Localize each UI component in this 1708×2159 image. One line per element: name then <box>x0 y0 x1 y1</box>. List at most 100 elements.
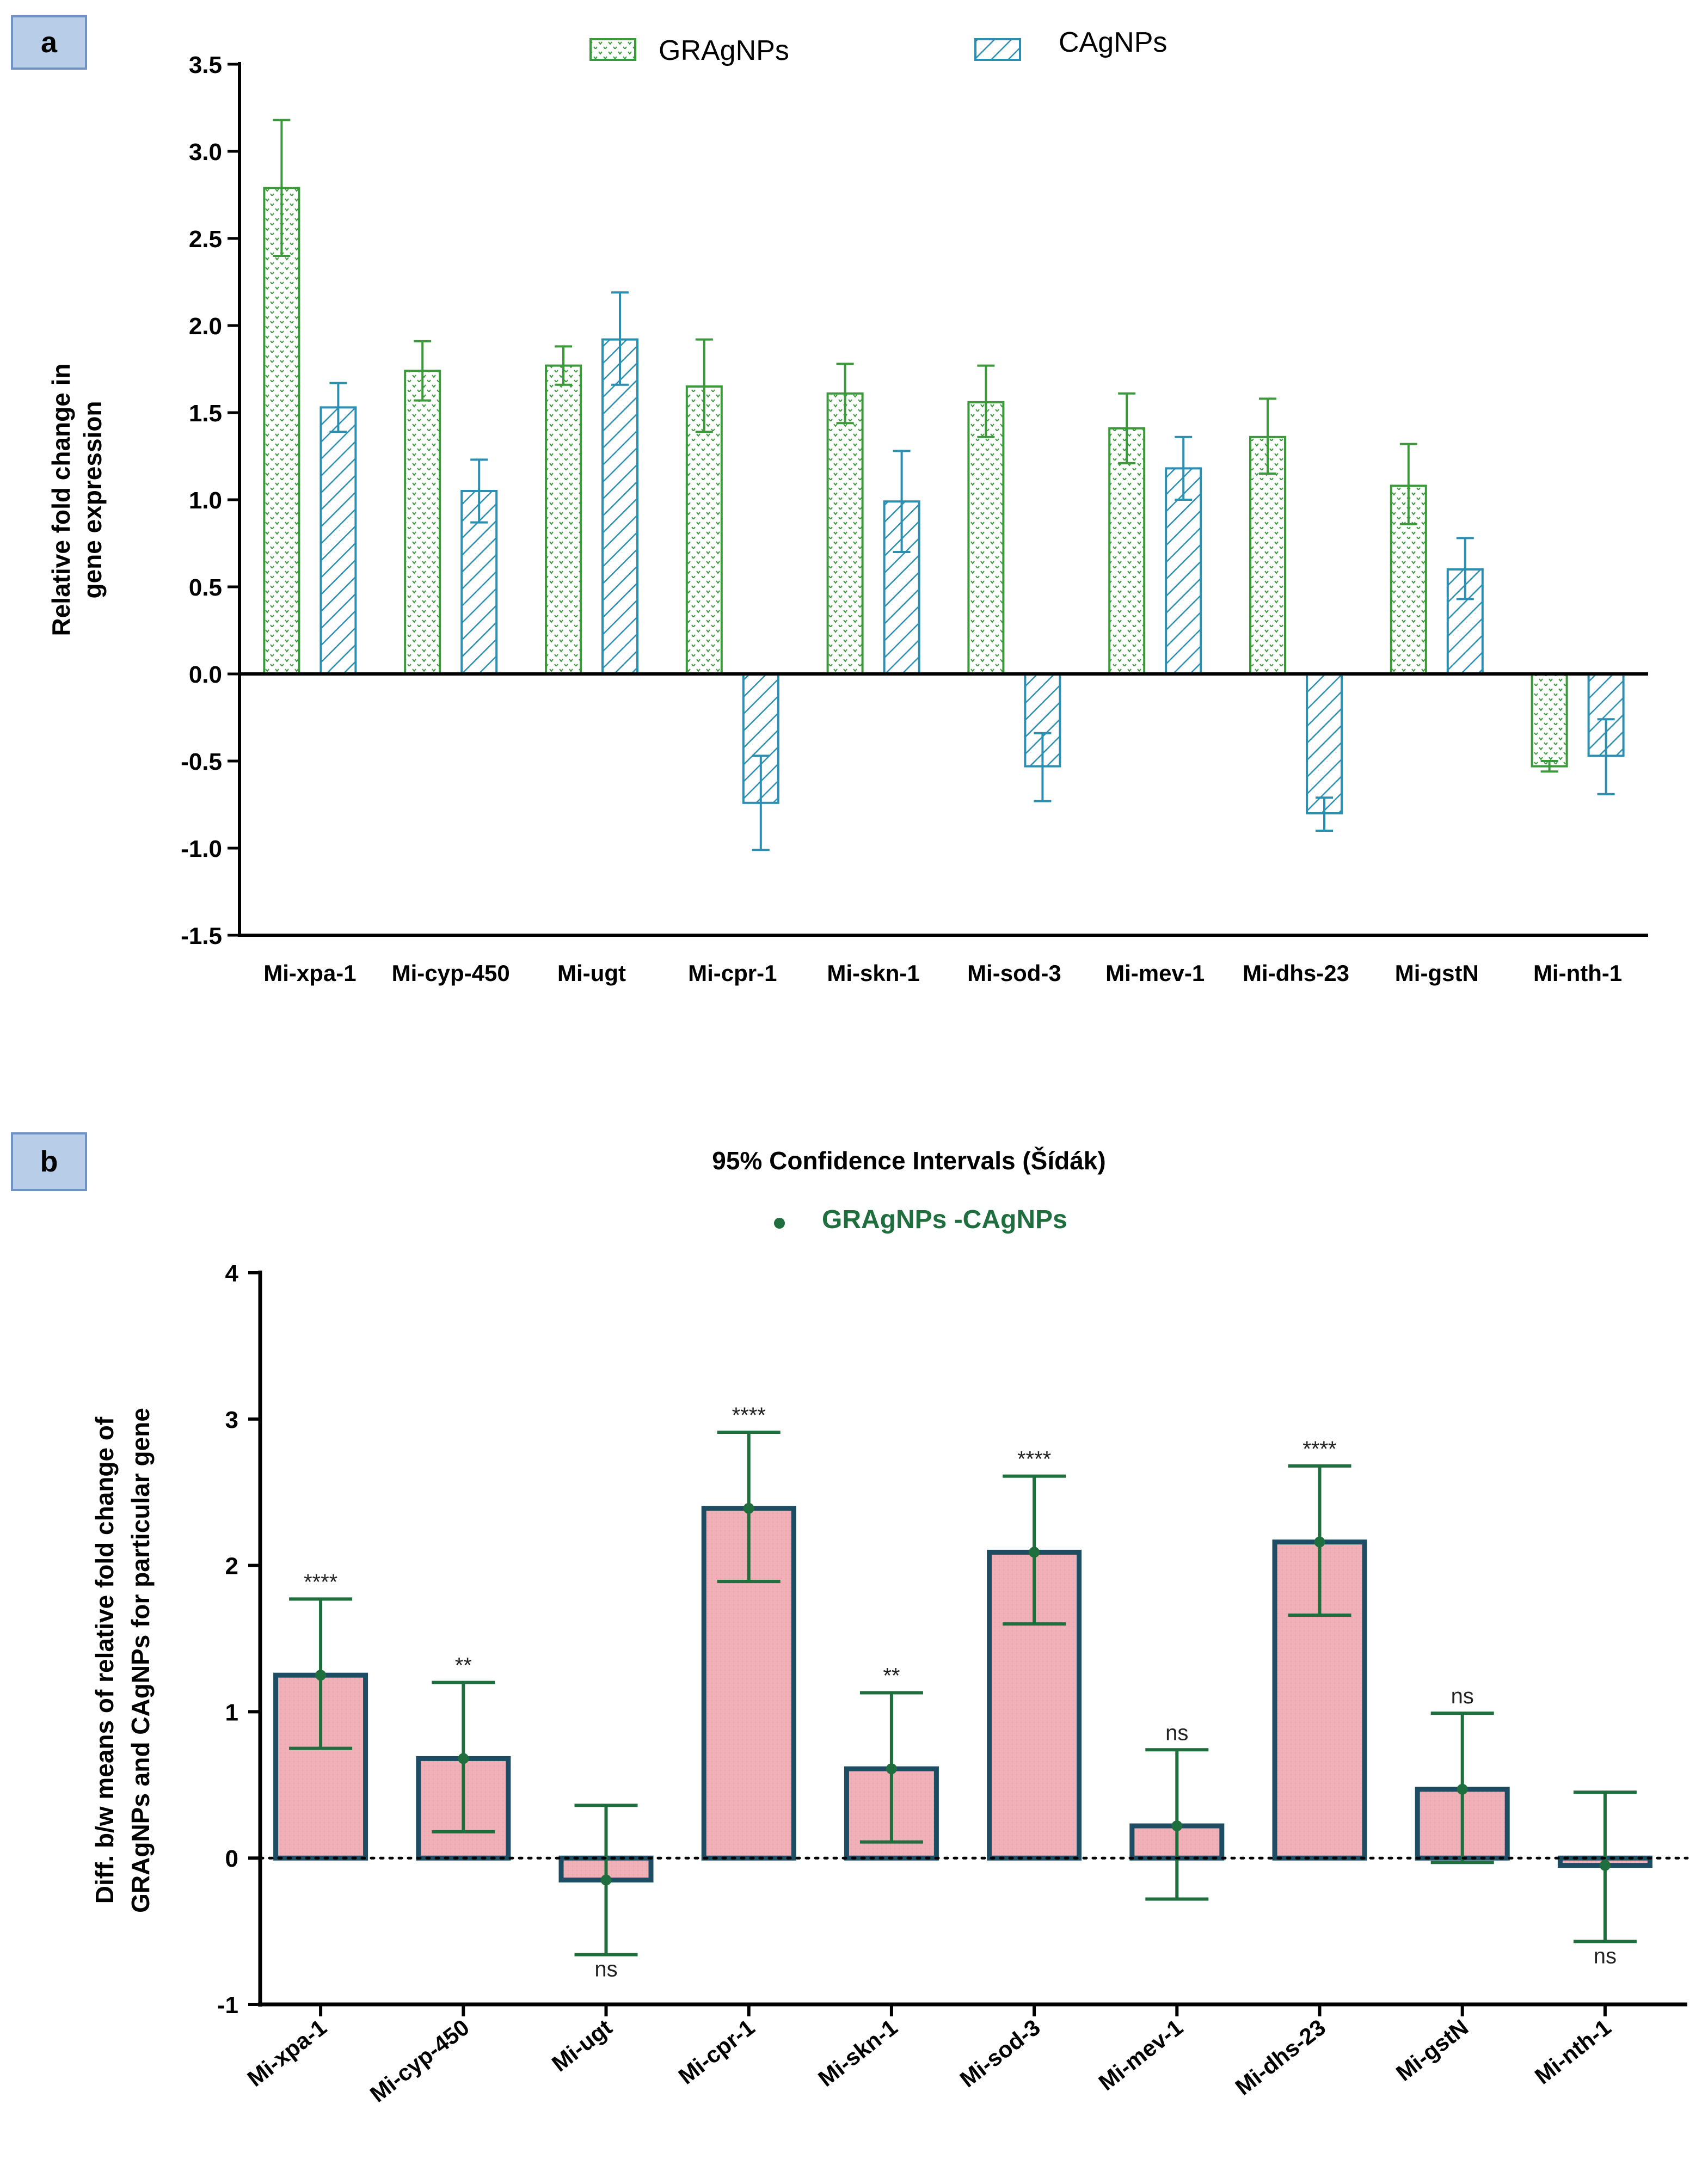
x-tick-label-b: Mi-mev-1 <box>1093 2014 1187 2095</box>
y-tick-label-a: 0.0 <box>189 661 222 688</box>
y-tick-label-a: -0.5 <box>181 749 222 775</box>
y-tick-label-b: -1 <box>217 1992 238 2019</box>
y-axis-label-a-line2: gene expression <box>78 401 107 598</box>
x-tick-label-b: Mi-gstN <box>1391 2014 1473 2086</box>
x-tick-label-a: Mi-skn-1 <box>827 960 919 986</box>
panel-a-label: a <box>41 26 58 59</box>
mean-diff-point <box>1457 1783 1468 1795</box>
mean-diff-point <box>1599 1860 1611 1871</box>
x-tick-label-b: Mi-dhs-23 <box>1231 2014 1330 2100</box>
mean-diff-point <box>1171 1820 1183 1832</box>
significance-label: ** <box>455 1654 472 1678</box>
y-axis-label-b: Diff. b/w means of relative fold change … <box>90 1408 155 1913</box>
significance-label: **** <box>304 1570 337 1594</box>
y-tick-label-a: 3.5 <box>189 52 222 78</box>
y-axis-label-a-group: Relative fold change in gene expression <box>47 364 107 636</box>
y-tick-label-b: 1 <box>225 1699 238 1726</box>
significance-label: ns <box>1165 1721 1188 1745</box>
y-tick-label-b: 3 <box>225 1407 238 1433</box>
legend-label-cagnps: CAgNPs <box>1059 27 1167 58</box>
y-tick-label-a: 1.5 <box>189 400 222 427</box>
mean-diff-point <box>743 1502 754 1514</box>
bar-gragnps-mi-ugt <box>545 364 582 675</box>
significance-label: **** <box>732 1403 766 1427</box>
significance-label: ** <box>883 1664 900 1688</box>
bar-gragnps-mi-cyp-450 <box>404 370 441 675</box>
legend-label-b: GRAgNPs -CAgNPs <box>822 1205 1067 1234</box>
y-axis-label-b-line2: GRAgNPs and CAgNPs for particular gene <box>126 1408 155 1913</box>
y-tick-label-b: 0 <box>225 1845 238 1872</box>
x-tick-label-a: Mi-ugt <box>557 960 626 986</box>
x-tick-label-b: Mi-cpr-1 <box>674 2014 760 2089</box>
bar-cagnps-mi-ugt <box>601 338 638 675</box>
significance-label: **** <box>1302 1437 1336 1461</box>
bar-cagnps-mi-xpa-1 <box>320 406 357 676</box>
x-tick-label-b: Mi-skn-1 <box>813 2014 902 2091</box>
y-tick-label-a: 1.0 <box>189 487 222 514</box>
x-tick-label-b: Mi-xpa-1 <box>242 2014 331 2091</box>
legend-swatch-cagnps <box>974 38 1021 61</box>
x-tick-label-a: Mi-mev-1 <box>1105 960 1205 986</box>
x-tick-label-a: Mi-nth-1 <box>1533 960 1622 986</box>
x-tick-label-a: Mi-xpa-1 <box>263 960 356 986</box>
x-axis-categories-a: Mi-xpa-1 Mi-cyp-450 Mi-ugt Mi-cpr-1 Mi-skn-1… <box>263 960 1622 986</box>
significance-label: ns <box>594 1958 617 1982</box>
mean-diff-point <box>600 1874 612 1886</box>
x-tick-label-a: Mi-cpr-1 <box>688 960 777 986</box>
y-axis-label-a-line1: Relative fold change in <box>47 364 75 636</box>
y-axis-ticks-b: 4 3 2 1 0 -1 <box>217 1260 260 2019</box>
mean-diff-point <box>458 1753 469 1764</box>
y-tick-label-a: 0.5 <box>189 574 222 601</box>
bar-cagnps-mi-mev-1 <box>1165 467 1202 676</box>
y-tick-label-a: 2.5 <box>189 226 222 253</box>
bar-cagnps-mi-sod-3 <box>1024 673 1061 768</box>
y-axis-label-b-group: Diff. b/w means of relative fold change … <box>90 1408 155 1913</box>
x-tick-label-b: Mi-cyp-450 <box>365 2014 474 2107</box>
legend-a: GRAgNPs CAgNPs <box>589 27 1167 66</box>
bar-gragnps-mi-skn-1 <box>826 392 864 675</box>
bar-gragnps-mi-mev-1 <box>1108 427 1146 675</box>
bar-gragnps-mi-xpa-1 <box>263 187 300 675</box>
bar-cagnps-mi-dhs-23 <box>1306 673 1343 814</box>
y-tick-label-a: 3.0 <box>189 139 222 165</box>
x-tick-label-b: Mi-nth-1 <box>1530 2014 1616 2089</box>
significance-label: ns <box>1451 1684 1474 1708</box>
y-axis-label-a: Relative fold change in gene expression <box>47 364 107 636</box>
significance-label: ns <box>1594 1944 1617 1968</box>
panel-b-label: b <box>40 1145 58 1178</box>
panel-a: a GRAgNPs CAgNPs Relative fold change in… <box>11 15 1648 986</box>
panel-a-label-box <box>11 15 87 70</box>
axes-a <box>238 62 1648 937</box>
y-tick-label-b: 2 <box>225 1553 238 1580</box>
y-tick-label-a: 2.0 <box>189 313 222 340</box>
mean-diff-point <box>886 1763 897 1775</box>
legend-marker-b <box>774 1218 785 1229</box>
x-tick-label-a: Mi-cyp-450 <box>392 960 510 986</box>
x-tick-label-b: Mi-sod-3 <box>955 2014 1045 2092</box>
mean-diff-point <box>1314 1536 1325 1548</box>
y-tick-label-b: 4 <box>225 1260 239 1287</box>
x-tick-label-b: Mi-ugt <box>547 2014 617 2077</box>
x-tick-label-a: Mi-gstN <box>1395 960 1479 986</box>
chart-b-title: 95% Confidence Intervals (Šídák) <box>712 1146 1105 1175</box>
y-axis-ticks-a: 3.5 3.0 2.5 2.0 1.5 1.0 0.5 0.0 -0.5 -1.0 -1.5 <box>181 52 239 949</box>
axes-b <box>258 1271 1689 2016</box>
legend-label-gragnps: GRAgNPs <box>659 35 789 66</box>
y-axis-label-b-line1: Diff. b/w means of relative fold change … <box>90 1416 119 1904</box>
bar-gragnps-mi-nth-1 <box>1531 673 1568 768</box>
x-tick-label-a: Mi-dhs-23 <box>1243 960 1349 986</box>
y-tick-label-a: -1.5 <box>181 923 222 949</box>
panel-b: b 95% Confidence Intervals (Šídák) GRAgN… <box>11 1132 1689 2107</box>
significance-label: **** <box>1017 1447 1051 1471</box>
bars-a <box>263 119 1625 851</box>
x-axis-categories-b: Mi-xpa-1 Mi-cyp-450 Mi-ugt Mi-cpr-1 Mi-skn-1… <box>242 2014 1615 2107</box>
bar-gragnps-mi-cpr-1 <box>685 385 723 675</box>
mean-diff-point <box>1029 1547 1040 1558</box>
panel-b-label-box <box>11 1132 87 1191</box>
mean-diff-point <box>315 1670 327 1681</box>
x-tick-label-a: Mi-sod-3 <box>967 960 1061 986</box>
legend-swatch-gragnps <box>589 38 636 61</box>
bar-gragnps-mi-sod-3 <box>967 401 1005 675</box>
